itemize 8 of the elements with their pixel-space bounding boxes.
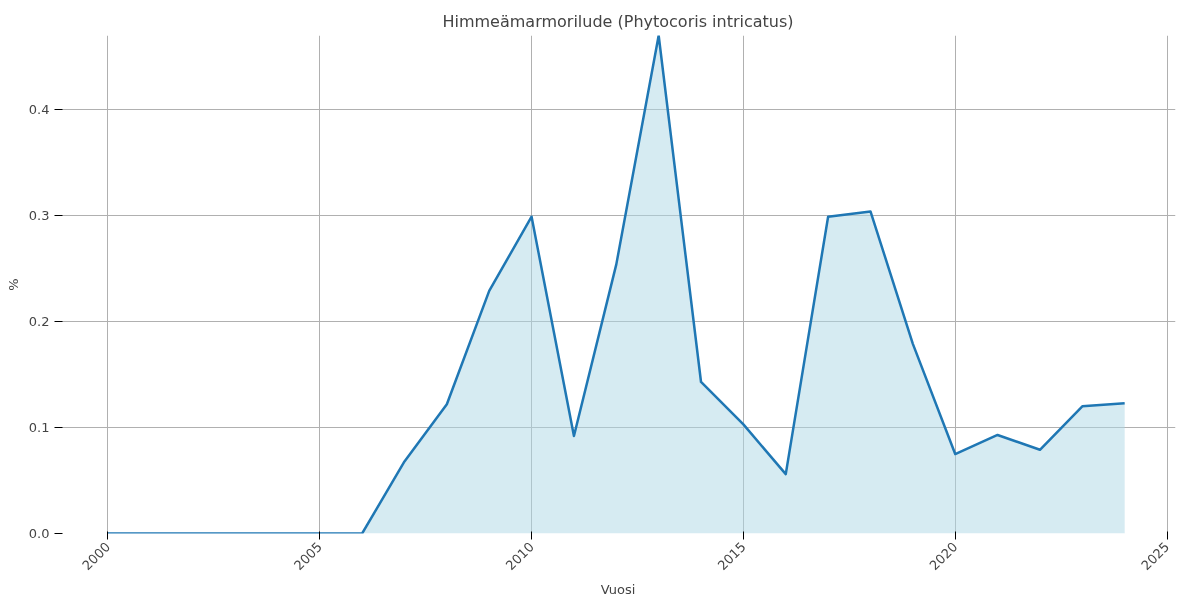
y-tick-label: 0.3 (28, 208, 50, 224)
y-axis-title: % (5, 278, 21, 291)
y-tick-label: 0.2 (28, 314, 50, 330)
x-axis-title: Vuosi (600, 582, 636, 598)
y-tick-label: 0.0 (28, 526, 50, 541)
y-tick-label: 0.4 (28, 102, 50, 118)
y-tick-label: 0.1 (28, 420, 50, 436)
chart-title: Himmeämarmorilude (Phytocoris intricatus) (442, 11, 794, 31)
